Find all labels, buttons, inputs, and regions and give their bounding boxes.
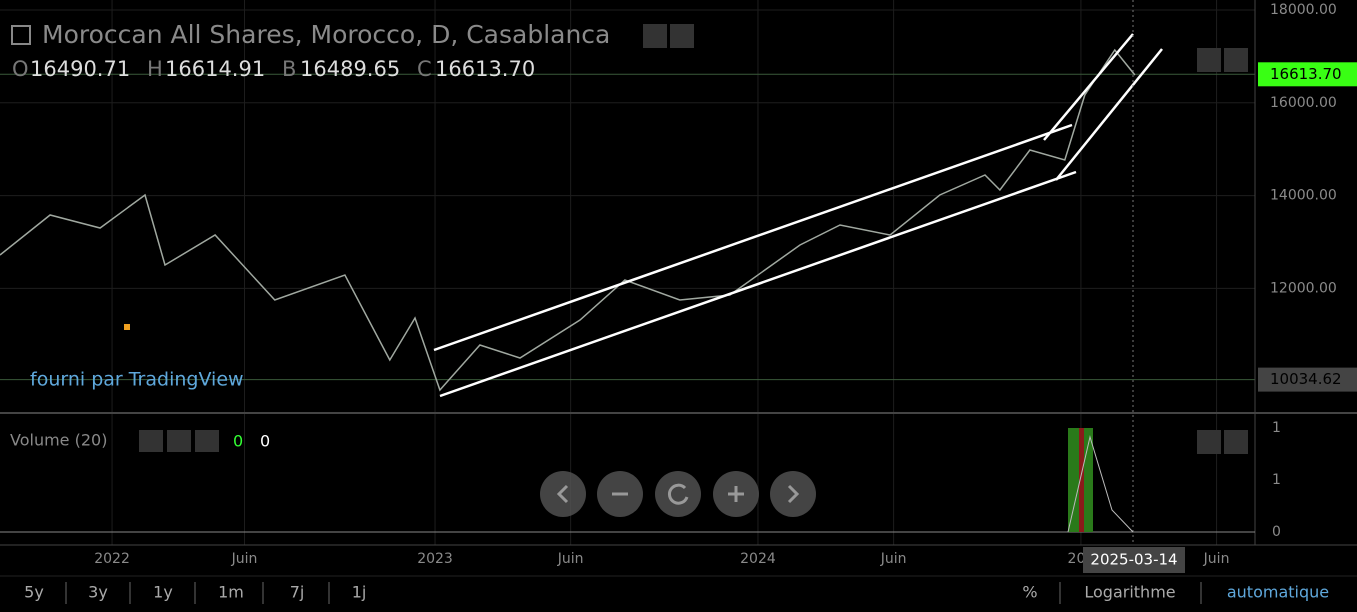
volume-tick-label: 1 bbox=[1272, 420, 1281, 436]
up-button[interactable] bbox=[1197, 430, 1221, 454]
expand-button[interactable] bbox=[1224, 48, 1248, 72]
icon bbox=[667, 483, 689, 505]
price-label-box bbox=[1258, 367, 1357, 392]
chart-title: Moroccan All Shares, Morocco, D, Casabla… bbox=[42, 20, 610, 49]
range-button[interactable]: 1y bbox=[153, 583, 173, 602]
icon bbox=[556, 484, 569, 504]
volume-tick-label: 1 bbox=[1272, 472, 1281, 488]
trend-line bbox=[1055, 48, 1163, 181]
volume-bar bbox=[1079, 428, 1084, 532]
eye-button[interactable] bbox=[643, 24, 667, 48]
expand-button[interactable] bbox=[1224, 430, 1248, 454]
price-label: 16613.70 bbox=[1270, 65, 1342, 83]
grid bbox=[0, 0, 1255, 545]
collapse-icon[interactable] bbox=[11, 25, 31, 45]
option-button[interactable]: % bbox=[1022, 583, 1037, 602]
ohlc-key: O bbox=[12, 57, 29, 81]
volume-value: 0 bbox=[260, 432, 270, 451]
settings-button[interactable] bbox=[167, 430, 191, 452]
settings-button[interactable] bbox=[670, 24, 694, 48]
range-button[interactable]: 7j bbox=[290, 583, 305, 602]
ohlc-value: 16613.70 bbox=[435, 57, 535, 81]
volume-ma bbox=[1067, 435, 1134, 533]
price-label-box bbox=[1258, 62, 1357, 87]
ohlc-value: 16614.91 bbox=[165, 57, 265, 81]
volume-label: Volume (20) bbox=[10, 431, 107, 450]
toolbar: 5y 3y 1y 1m 7j 1j% Logarithme automatique bbox=[24, 582, 1329, 604]
y-tick-label: 16000.00 bbox=[1270, 95, 1337, 111]
x-axis: 2022 Juin 2023 Juin 2024 Juin 202 Juin bbox=[94, 551, 1229, 567]
ohlc-key: B bbox=[282, 57, 296, 81]
close-button[interactable] bbox=[195, 430, 219, 452]
trend-line bbox=[439, 170, 1077, 398]
x-tick-label: 2024 bbox=[740, 551, 776, 567]
price-label: 10034.62 bbox=[1270, 370, 1342, 388]
ohlc-key: H bbox=[147, 57, 163, 81]
crosshair-date-box bbox=[1083, 547, 1185, 573]
range-button[interactable]: 5y bbox=[24, 583, 44, 602]
price-line-series bbox=[0, 48, 1136, 392]
trend-line bbox=[433, 123, 1073, 352]
x-tick-label: Juin bbox=[231, 551, 258, 567]
ohlc-value: 16489.65 bbox=[300, 57, 400, 81]
x-tick-label: Juin bbox=[1203, 551, 1230, 567]
volume-tick-label: 0 bbox=[1272, 524, 1281, 540]
ohlc-key: C bbox=[417, 57, 432, 81]
trend-line bbox=[1043, 33, 1134, 141]
range-button[interactable]: 1j bbox=[352, 583, 367, 602]
marker bbox=[124, 324, 130, 330]
volume-value: 0 bbox=[233, 432, 243, 451]
crosshair-date: 2025-03-14 bbox=[1090, 551, 1177, 569]
x-tick-label: 2023 bbox=[417, 551, 453, 567]
plot bbox=[0, 48, 1255, 392]
y-tick-label: 18000.00 bbox=[1270, 2, 1337, 18]
x-tick-label: 2022 bbox=[94, 551, 130, 567]
eye-button[interactable] bbox=[139, 430, 163, 452]
ohlc-value: 16490.71 bbox=[30, 57, 130, 81]
nav-icons bbox=[556, 483, 800, 505]
x-tick-label: Juin bbox=[557, 551, 584, 567]
watermark: fourni par TradingView bbox=[30, 369, 244, 391]
scroll-right-button[interactable] bbox=[770, 471, 816, 517]
scroll-left-button[interactable] bbox=[540, 471, 586, 517]
range-button[interactable]: 3y bbox=[88, 583, 108, 602]
y-tick-label: 12000.00 bbox=[1270, 280, 1337, 296]
trend-channel bbox=[433, 33, 1163, 398]
down-button[interactable] bbox=[1197, 48, 1221, 72]
reset-button[interactable] bbox=[655, 471, 701, 517]
icon bbox=[787, 484, 800, 504]
ohlc: O 16490.71 H 16614.91 B 16489.65 C 16613.70 bbox=[12, 57, 535, 81]
x-tick-label: Juin bbox=[880, 551, 907, 567]
option-button[interactable]: Logarithme bbox=[1084, 583, 1175, 602]
y-tick-label: 14000.00 bbox=[1270, 188, 1337, 204]
range-button[interactable]: 1m bbox=[218, 583, 244, 602]
option-button[interactable]: automatique bbox=[1227, 583, 1329, 602]
